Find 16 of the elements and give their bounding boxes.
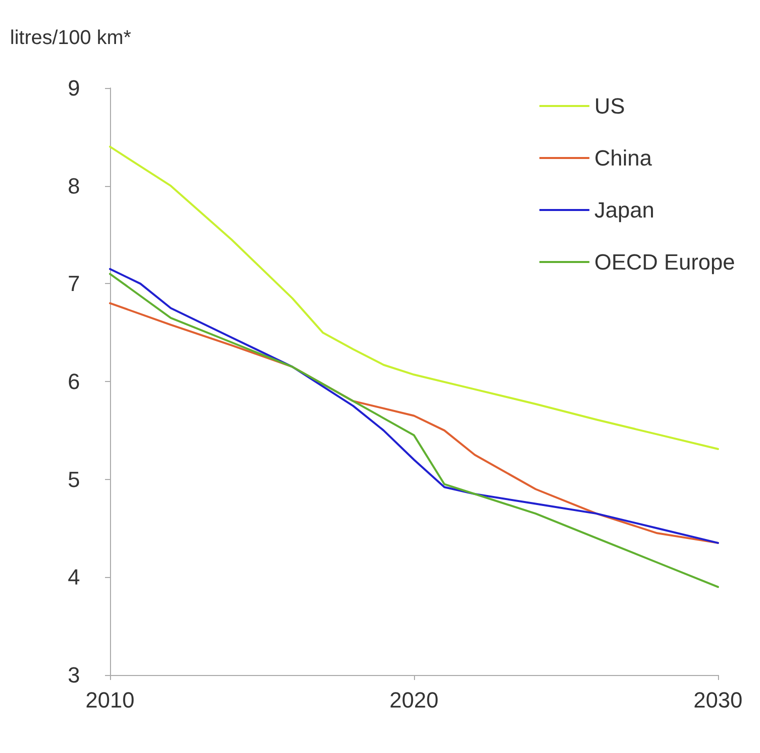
y-tick-label: 8 [68,173,80,198]
y-tick-label: 4 [68,564,80,590]
legend-label: OECD Europe [594,250,736,274]
legend-label: China [594,146,653,170]
x-tick-label: 2030 [694,688,742,712]
legend-label: US [594,94,625,118]
x-tick-label: 2020 [390,688,438,712]
y-axis-title: litres/100 km* [10,27,132,49]
line-series [109,272,719,588]
y-tick-label: 3 [68,662,80,688]
y-tick-label: 9 [68,76,80,100]
y-tick-label: 7 [68,271,80,296]
x-tick-label: 2010 [86,688,134,712]
legend-label: Japan [594,198,654,222]
y-tick-label: 6 [68,369,80,394]
y-tick-label: 5 [68,466,80,492]
